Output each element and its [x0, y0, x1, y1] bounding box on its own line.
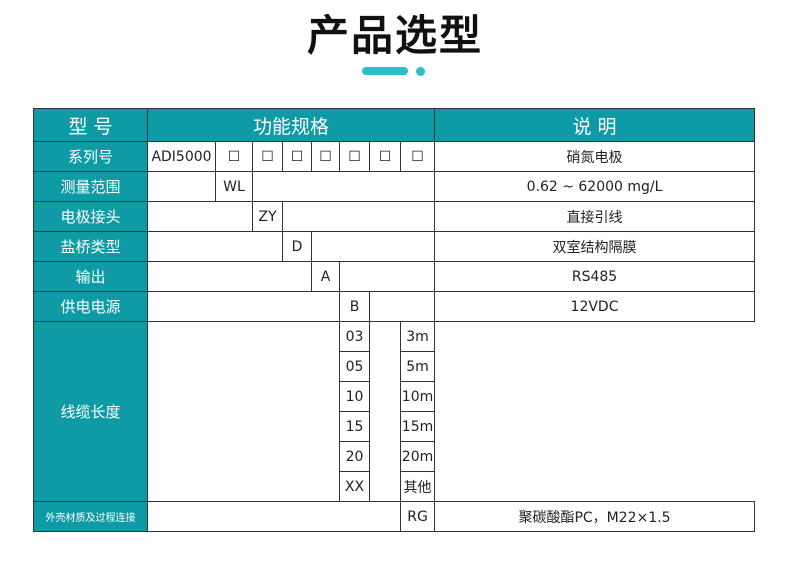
checkbox-icon: ☐	[252, 141, 283, 172]
header-desc: 说 明	[434, 108, 756, 142]
checkbox-icon: ☐	[339, 141, 370, 172]
desc-cell: 5m	[399, 351, 436, 382]
code-cell: 05	[339, 351, 370, 382]
table-row: XX 其他	[34, 471, 755, 502]
row-label: 电极接头	[33, 201, 148, 232]
table-row: 10 10m	[34, 381, 755, 412]
table-row: 测量范围 WL 0.62 ~ 62000 mg/L	[33, 171, 756, 202]
desc-cell: 双室结构隔膜	[434, 231, 756, 262]
table-row: 供电电源 B 12VDC	[33, 291, 756, 322]
checkbox-icon: ☐	[399, 141, 436, 172]
header-spec: 功能规格	[146, 108, 436, 142]
code-cell: ADI5000	[147, 141, 216, 172]
desc-cell: RS485	[434, 261, 756, 292]
header-row: 型 号 功能规格 说 明	[33, 108, 756, 142]
row-label: 输出	[33, 261, 148, 292]
table-row: 电极接头 ZY 直接引线	[33, 201, 756, 232]
code-cell: 10	[339, 381, 370, 412]
row-label: 外壳材质及过程连接	[33, 501, 148, 532]
code-cell: 20	[339, 441, 370, 472]
code-cell: ZY	[252, 201, 283, 232]
code-cell: D	[282, 231, 312, 262]
row-label: 线缆长度	[33, 321, 148, 502]
code-cell: A	[311, 261, 340, 292]
header-model: 型 号	[33, 108, 148, 142]
row-label: 测量范围	[33, 171, 148, 202]
desc-cell: 聚碳酸酯PC，M22×1.5	[434, 501, 756, 532]
row-label: 系列号	[33, 141, 148, 172]
code-cell: WL	[215, 171, 253, 202]
table-row: 线缆长度 03 3m	[33, 321, 755, 502]
product-selection-table: 型 号 功能规格 说 明 系列号 ADI5000 ☐ ☐ ☐ ☐ ☐ ☐ ☐ 硝…	[33, 108, 756, 532]
desc-cell: 0.62 ~ 62000 mg/L	[434, 171, 756, 202]
desc-cell: 20m	[399, 441, 436, 472]
page-title: 产品选型	[306, 11, 483, 60]
desc-cell: 其他	[399, 471, 436, 502]
desc-cell: 3m	[399, 321, 436, 352]
desc-cell: 硝氮电极	[434, 141, 756, 172]
code-cell: 03	[339, 321, 370, 352]
code-cell: RG	[399, 501, 436, 532]
title-underline-bar	[362, 67, 408, 75]
table-row: 15 15m	[34, 411, 755, 442]
checkbox-icon: ☐	[311, 141, 340, 172]
code-cell: B	[339, 291, 370, 322]
code-cell: XX	[339, 471, 370, 502]
table-row: 系列号 ADI5000 ☐ ☐ ☐ ☐ ☐ ☐ ☐ 硝氮电极	[33, 141, 756, 172]
table-row: 盐桥类型 D 双室结构隔膜	[33, 231, 756, 262]
desc-cell: 直接引线	[434, 201, 756, 232]
code-cell: 15	[339, 411, 370, 442]
title-underline-dot	[416, 67, 425, 76]
checkbox-icon: ☐	[369, 141, 401, 172]
checkbox-icon: ☐	[215, 141, 253, 172]
table-row: 20 20m	[34, 441, 755, 472]
table-row: 外壳材质及过程连接 RG 聚碳酸酯PC，M22×1.5	[33, 501, 756, 532]
desc-cell: 15m	[399, 411, 436, 442]
checkbox-icon: ☐	[282, 141, 312, 172]
desc-cell: 10m	[399, 381, 436, 412]
table-row: 输出 A RS485	[33, 261, 756, 292]
desc-cell: 12VDC	[434, 291, 756, 322]
table-row: 05 5m	[34, 351, 755, 382]
row-label: 盐桥类型	[33, 231, 148, 262]
row-label: 供电电源	[33, 291, 148, 322]
